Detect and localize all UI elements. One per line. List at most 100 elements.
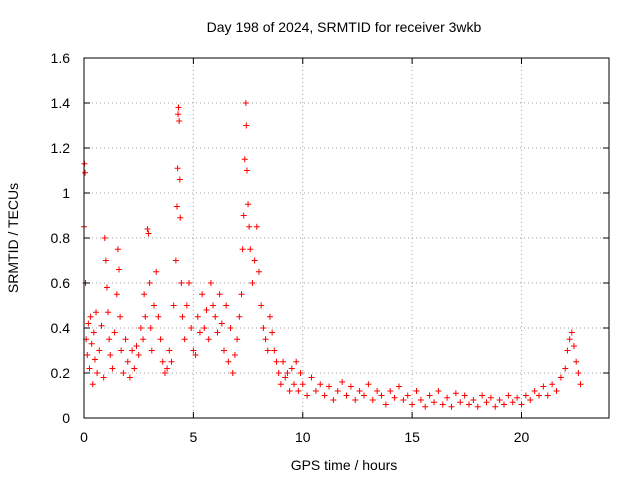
data-point (356, 388, 363, 394)
data-point (236, 313, 243, 320)
data-point (282, 374, 289, 381)
data-point (413, 388, 420, 394)
data-point (536, 392, 542, 399)
data-point (273, 358, 280, 365)
data-point (124, 358, 131, 365)
data-point (86, 365, 93, 372)
y-tick-label: 0.2 (51, 365, 71, 381)
y-tick-label: 0.6 (51, 275, 71, 291)
data-point (288, 365, 295, 372)
data-point (203, 307, 210, 313)
x-tick-label: 0 (80, 429, 88, 445)
data-point (227, 325, 234, 331)
data-point (214, 329, 221, 336)
data-point (280, 358, 287, 365)
data-point (129, 347, 136, 354)
data-point (264, 347, 271, 354)
data-point (177, 214, 184, 221)
data-point (146, 280, 153, 286)
x-tick-label: 15 (404, 429, 420, 445)
data-point (297, 370, 304, 376)
data-point (172, 257, 179, 264)
data-point (295, 388, 302, 394)
data-point (196, 329, 203, 336)
data-point (352, 397, 359, 403)
data-point (102, 257, 109, 264)
data-point (487, 394, 494, 401)
data-point (192, 352, 199, 358)
y-tick-label: 1 (62, 185, 70, 201)
data-point (221, 347, 227, 354)
data-point (120, 370, 127, 376)
data-point (183, 302, 190, 309)
data-point (142, 313, 149, 320)
data-point (470, 397, 477, 403)
data-point (96, 347, 103, 354)
data-point (343, 392, 350, 399)
data-point (258, 302, 265, 309)
data-point (151, 302, 157, 309)
data-point (116, 266, 122, 273)
data-point (304, 392, 311, 399)
data-point (431, 399, 437, 406)
data-point (573, 358, 580, 365)
data-point (422, 403, 429, 410)
data-point (101, 235, 108, 241)
data-point (107, 352, 114, 358)
data-point (330, 397, 337, 403)
data-point (243, 167, 250, 174)
x-tick-label: 10 (295, 429, 311, 445)
data-point (509, 399, 516, 406)
data-point (89, 381, 96, 388)
data-point (147, 325, 154, 331)
data-point (135, 352, 142, 358)
data-point (88, 340, 95, 347)
data-point (174, 165, 181, 172)
data-point (82, 169, 89, 176)
data-point (251, 257, 258, 264)
data-point (170, 302, 177, 309)
data-point (90, 329, 97, 336)
y-tick-label: 0 (62, 410, 70, 426)
data-point (417, 397, 424, 403)
data-point (137, 325, 144, 331)
data-point (496, 397, 503, 403)
data-point (190, 347, 197, 354)
data-point (284, 370, 291, 376)
data-point (207, 280, 214, 286)
data-point (106, 336, 113, 343)
data-point (133, 343, 140, 349)
y-tick-label: 0.8 (51, 230, 71, 246)
data-point (492, 403, 499, 410)
data-point (575, 370, 582, 376)
data-point (249, 280, 256, 286)
data-point (339, 379, 346, 385)
data-point (518, 401, 525, 408)
data-point (148, 347, 155, 354)
data-point (544, 392, 551, 399)
data-point (448, 403, 455, 410)
data-point (100, 374, 107, 381)
data-point (312, 388, 319, 394)
y-tick-label: 1.6 (51, 50, 71, 66)
data-point (474, 403, 481, 410)
data-point (562, 365, 569, 372)
data-point (94, 370, 101, 376)
data-point (91, 356, 98, 363)
data-point (111, 329, 118, 336)
data-point (194, 313, 201, 320)
grid (84, 58, 609, 418)
data-point (141, 291, 148, 298)
data-point (98, 322, 105, 329)
data-point (299, 381, 306, 388)
data-point (199, 291, 206, 298)
ticks: 0 0.2 0.4 0.6 0.8 1 1.2 1.4 1.6 0 5 10 15 20 (51, 50, 609, 445)
data-point (444, 394, 451, 401)
data-point (409, 401, 416, 408)
data-point (566, 336, 573, 343)
data-point (117, 313, 124, 320)
data-point (293, 358, 300, 365)
data-point (245, 201, 252, 208)
data-point (157, 336, 164, 343)
